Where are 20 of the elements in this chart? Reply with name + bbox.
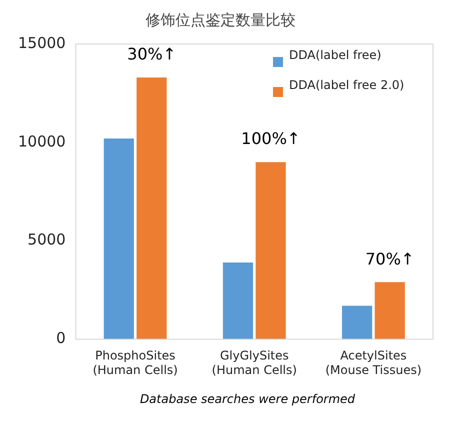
y-tick-label: 5000 [28, 230, 66, 249]
bar [374, 282, 405, 340]
y-tick-label: 0 [56, 329, 66, 348]
text: Database searches were performed [138, 392, 356, 406]
y-tick-label: 10000 [18, 132, 66, 150]
bar [342, 306, 372, 340]
legend-label: DDA(label free) [289, 48, 382, 62]
x-tick-label: PhosphoSites (Human Cells) [92, 348, 178, 377]
legend-label: DDA(label free 2.0) [289, 78, 404, 92]
annotation: 100%↑ [241, 129, 300, 148]
y-tick-label: 15000 [18, 34, 66, 52]
bar [136, 77, 167, 340]
annotation: 30%↑ [127, 44, 176, 64]
x-tick-label: AcetylSites (Mouse Tissues) [325, 348, 422, 377]
bar [222, 262, 254, 340]
bar [256, 162, 286, 340]
bar [104, 138, 134, 340]
chart-title: 修饰位点鉴定数量比较 [146, 10, 296, 29]
x-tick-label: GlyGlySites (Human Cells) [212, 348, 297, 377]
annotation: 70%↑ [365, 249, 414, 268]
